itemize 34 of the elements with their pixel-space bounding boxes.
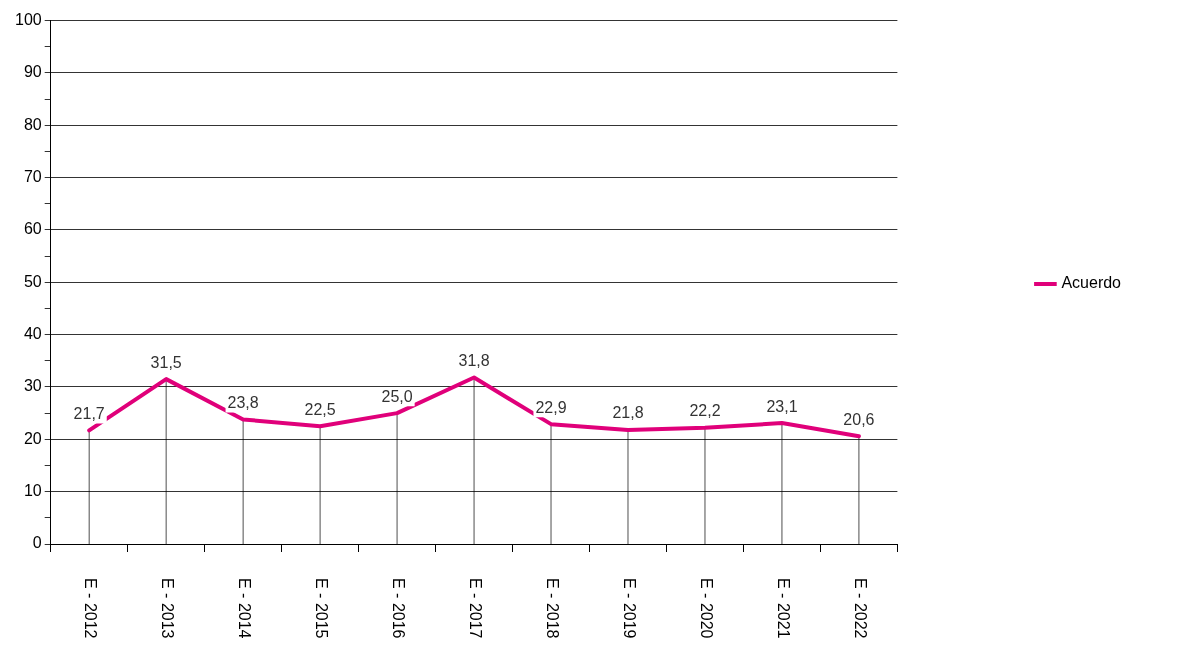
x-tick-label: E - 2021	[774, 578, 792, 639]
x-tick-label: E - 2019	[620, 578, 638, 639]
x-tick-label: E - 2015	[312, 578, 330, 639]
data-label: 23,8	[227, 393, 259, 411]
data-label: 22,5	[304, 400, 336, 418]
y-tick-label: 70	[23, 168, 42, 186]
x-tick-label: E - 2016	[389, 578, 407, 639]
x-tick-label: E - 2012	[81, 578, 99, 639]
legend-label: Acuerdo	[1061, 274, 1122, 292]
y-tick-label: 80	[23, 115, 42, 133]
data-label: 23,1	[766, 397, 798, 415]
data-label: 22,9	[535, 398, 567, 416]
y-tick-label: 10	[23, 482, 42, 500]
y-tick-label: 60	[23, 220, 42, 238]
data-label: 21,7	[73, 404, 105, 422]
x-tick-label: E - 2022	[851, 578, 869, 639]
data-label: 31,8	[458, 351, 490, 369]
y-tick-label: 30	[23, 377, 42, 395]
y-tick-label: 90	[23, 63, 42, 81]
y-tick-label: 40	[23, 325, 42, 343]
y-tick-label: 100	[14, 11, 42, 29]
data-label: 22,2	[689, 402, 721, 420]
y-tick-label: 0	[32, 534, 42, 552]
data-label: 31,5	[150, 353, 182, 371]
x-tick-label: E - 2014	[235, 578, 253, 639]
y-tick-label: 20	[23, 429, 42, 447]
data-label: 25,0	[381, 387, 413, 405]
y-tick-label: 50	[23, 272, 42, 290]
x-tick-label: E - 2017	[466, 578, 484, 639]
x-tick-label: E - 2018	[543, 578, 561, 639]
x-tick-label: E - 2013	[158, 578, 176, 639]
data-label: 20,6	[843, 410, 875, 428]
data-label: 21,8	[612, 404, 644, 422]
x-tick-label: E - 2020	[697, 578, 715, 639]
